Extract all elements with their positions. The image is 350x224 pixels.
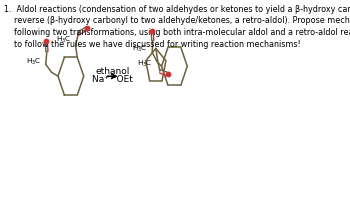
Text: Na⁺ ⁻OEt: Na⁺ ⁻OEt <box>92 75 133 84</box>
Text: H$_3$C: H$_3$C <box>132 44 147 54</box>
Text: H$_3$C: H$_3$C <box>56 34 71 45</box>
Text: ethanol: ethanol <box>95 67 130 76</box>
Text: 1.  Aldol reactions (condensation of two aldehydes or ketones to yield a β-hydro: 1. Aldol reactions (condensation of two … <box>4 5 350 49</box>
Text: H$_3$C: H$_3$C <box>138 59 153 69</box>
Text: H$_3$C: H$_3$C <box>26 57 41 67</box>
